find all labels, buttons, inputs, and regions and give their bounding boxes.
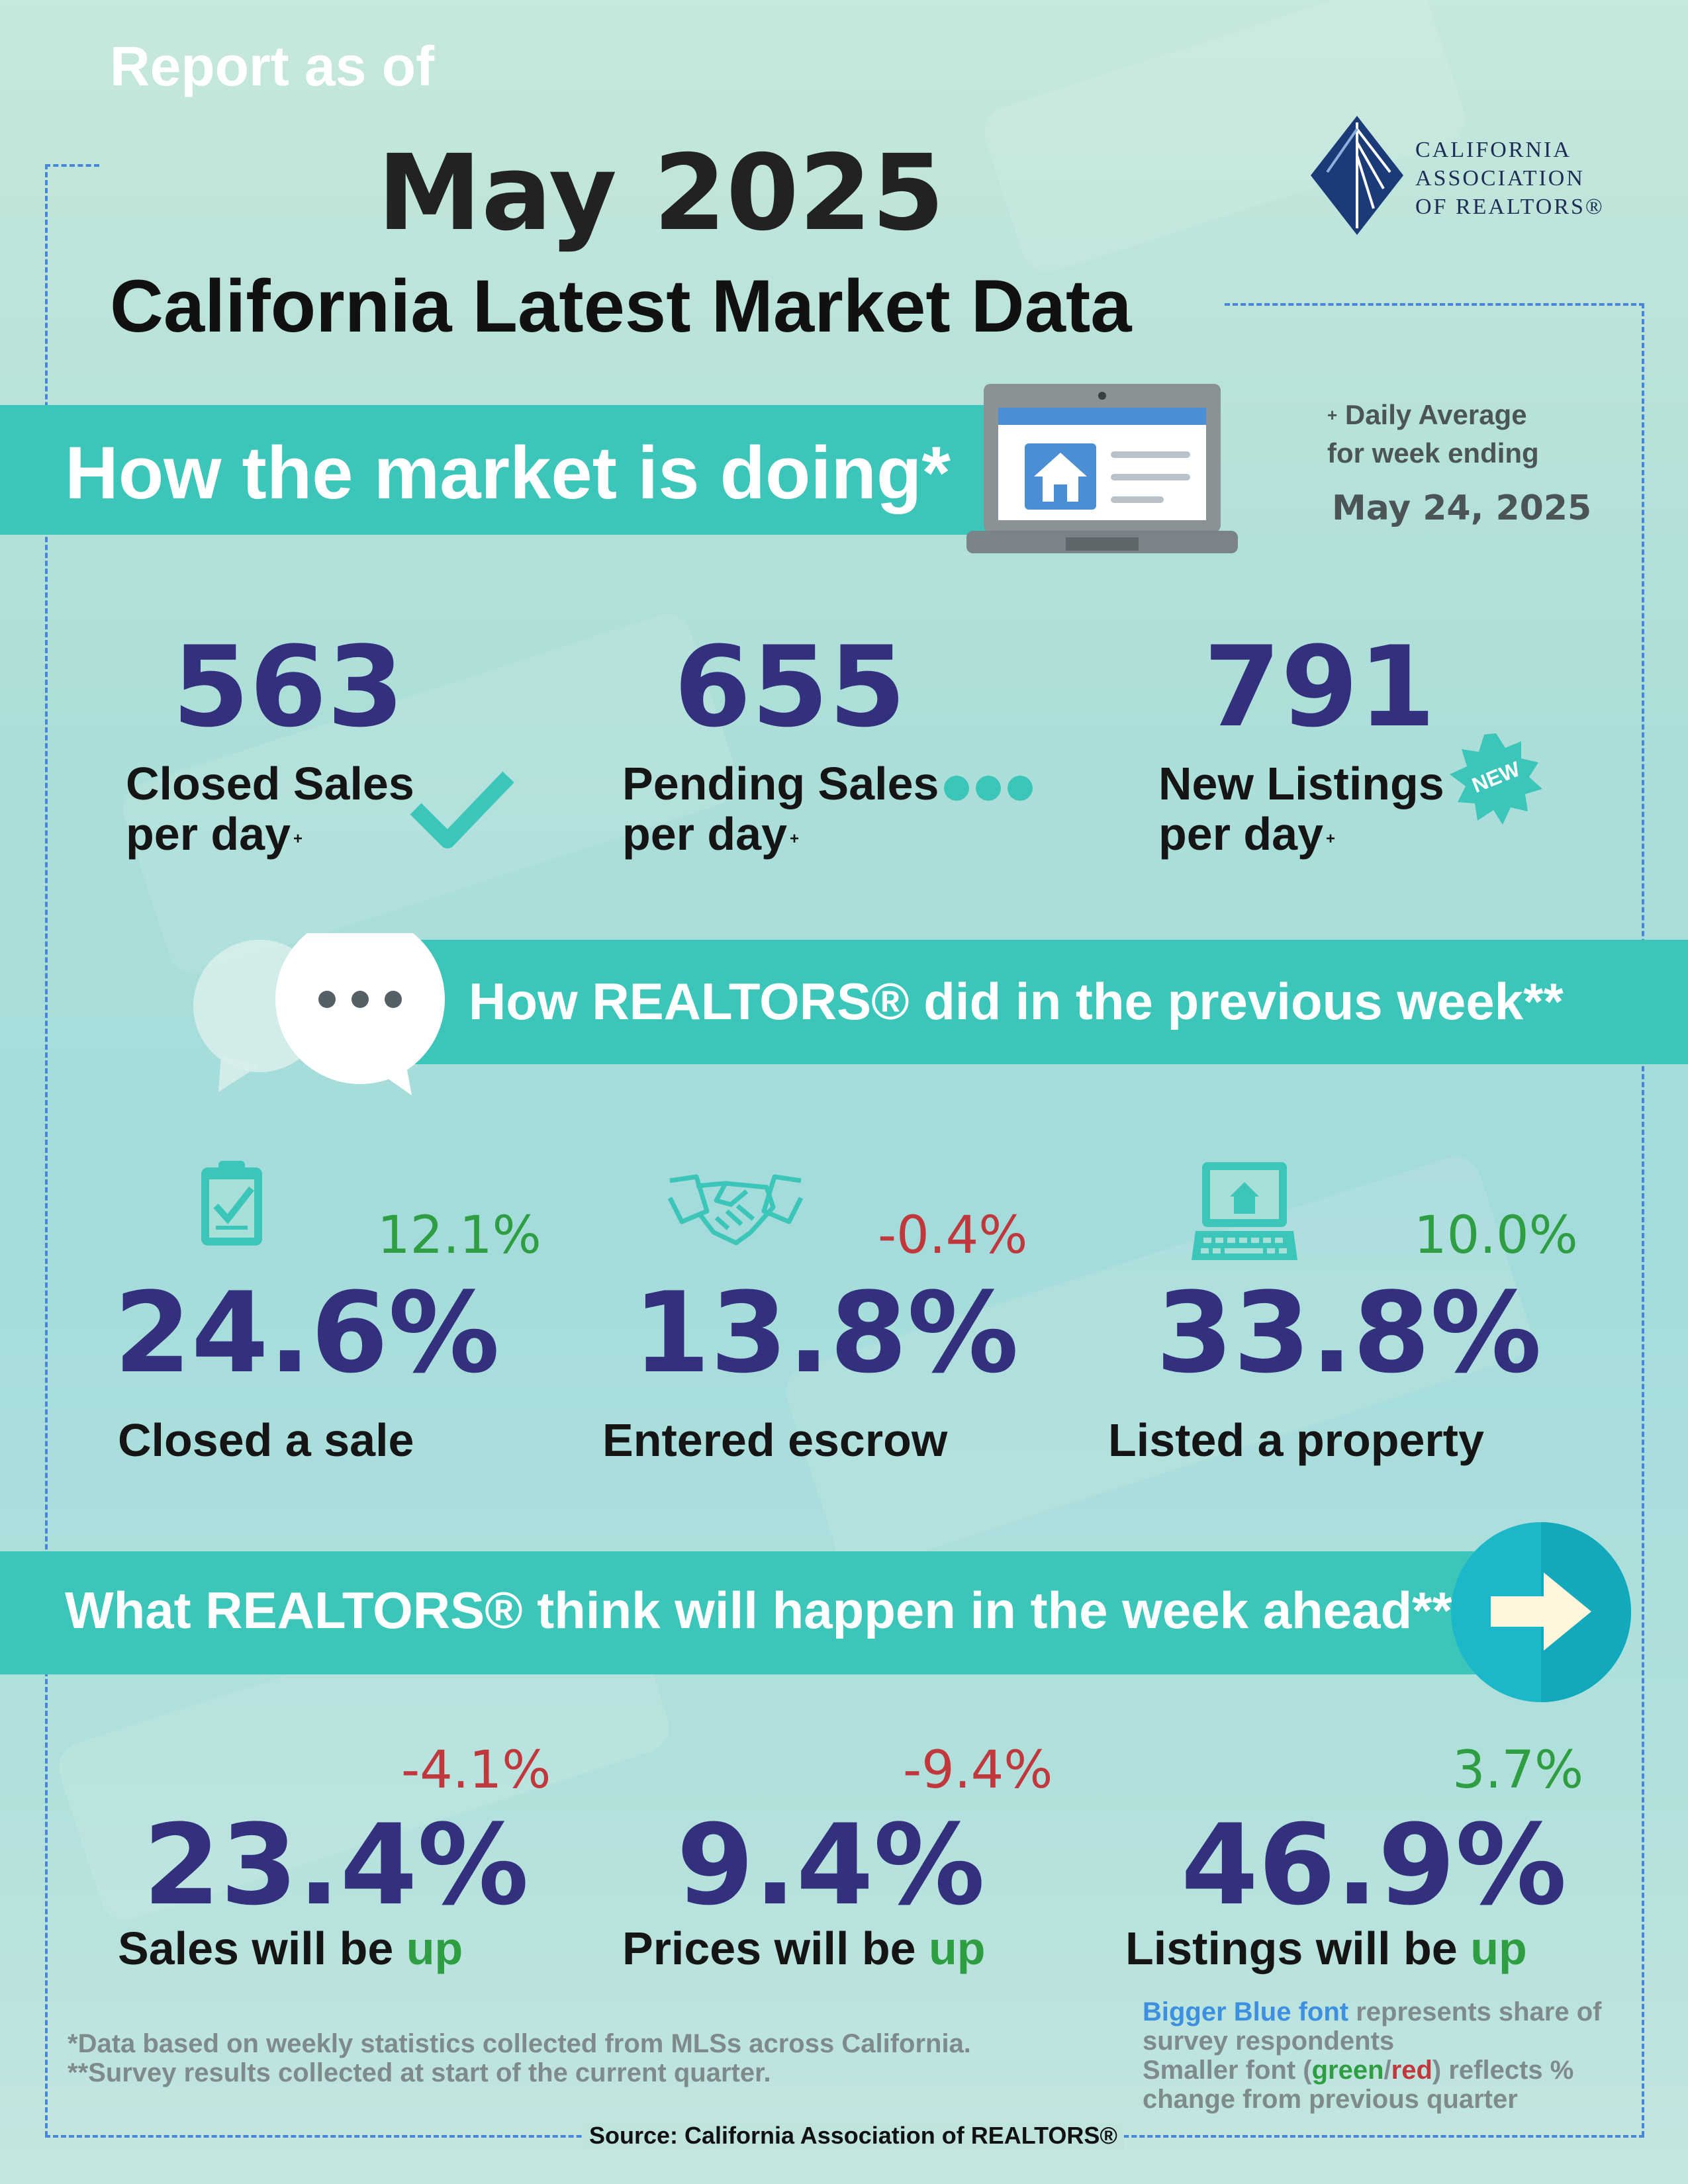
- footnote-1: *Data based on weekly statistics collect…: [68, 2029, 971, 2058]
- pending-sales-label: Pending Sales per day +: [622, 758, 939, 860]
- prices-up-change: -9.4%: [903, 1741, 1053, 1800]
- frame-border-top-left: [45, 164, 99, 167]
- prices-up-label: Prices will be up: [622, 1922, 986, 1975]
- listings-up-label-word: up: [1470, 1923, 1527, 1974]
- legend-green: green: [1311, 2056, 1384, 2085]
- listings-up-change: 3.7%: [1452, 1741, 1584, 1800]
- closed-sale-label: Closed a sale: [118, 1414, 414, 1466]
- report-month: May 2025: [377, 132, 945, 254]
- clipboard-icon: [199, 1160, 265, 1248]
- checkmark-icon: [409, 768, 515, 860]
- footnote-2: **Survey results collected at start of t…: [68, 2058, 771, 2087]
- logo-line-2: ASSOCIATION: [1415, 166, 1585, 191]
- listings-up-label-prefix: Listings will be: [1125, 1923, 1458, 1974]
- pending-sales-label-line1: Pending Sales: [622, 758, 939, 809]
- legend-line3-suffix: ) reflects %: [1432, 2056, 1574, 2085]
- closed-sale-value: 24.6%: [114, 1268, 500, 1398]
- daily-average-line1: Daily Average: [1344, 399, 1527, 430]
- legend-blue-phrase: Bigger Blue font: [1143, 1997, 1349, 2026]
- entered-escrow-label: Entered escrow: [602, 1414, 948, 1466]
- logo-text: CALIFORNIA ASSOCIATION OF REALTORS®: [1415, 136, 1605, 221]
- legend-red: red: [1391, 2056, 1432, 2085]
- legend-line2: survey respondents: [1143, 2026, 1395, 2056]
- logo-line-1: CALIFORNIA: [1415, 138, 1571, 162]
- sales-up-change: -4.1%: [401, 1741, 551, 1800]
- arrow-right-icon: [1451, 1522, 1631, 1702]
- laptop-house-icon: [966, 384, 1238, 557]
- frame-border-top-right: [1225, 303, 1644, 306]
- source-credit: Source: California Association of REALTO…: [583, 2122, 1124, 2150]
- report-as-of: Report as of: [110, 35, 435, 97]
- laptop-house-small-icon: [1192, 1162, 1297, 1261]
- legend-note: Bigger Blue font represents share of sur…: [1143, 1997, 1601, 2114]
- logo-line-3: OF REALTORS®: [1415, 195, 1605, 219]
- sales-up-value: 23.4%: [143, 1800, 529, 1930]
- page-title: California Latest Market Data: [110, 265, 1132, 347]
- closed-sale-change: 12.1%: [377, 1206, 541, 1265]
- prices-up-value: 9.4%: [677, 1800, 985, 1930]
- market-heading: How the market is doing*: [65, 432, 951, 514]
- footnotes: *Data based on weekly statistics collect…: [68, 2029, 971, 2087]
- listed-property-change: 10.0%: [1414, 1206, 1578, 1265]
- handshake-icon: [667, 1171, 804, 1250]
- listings-up-value: 46.9%: [1181, 1800, 1567, 1930]
- pending-sales-label-line2: per day: [622, 808, 787, 860]
- sales-up-label-prefix: Sales will be: [118, 1923, 394, 1974]
- frame-border-right: [1642, 303, 1644, 2136]
- new-listings-label-line1: New Listings: [1158, 758, 1444, 809]
- entered-escrow-value: 13.8%: [633, 1268, 1019, 1398]
- new-listings-value: 791: [1203, 622, 1436, 752]
- prices-up-label-prefix: Prices will be: [622, 1923, 916, 1974]
- new-listings-label-line2: per day: [1158, 808, 1323, 860]
- new-badge-icon: NEW: [1450, 733, 1542, 826]
- chat-bubbles-icon: [187, 915, 445, 1095]
- pending-sales-value: 655: [674, 622, 906, 752]
- listed-property-value: 33.8%: [1156, 1268, 1542, 1398]
- legend-slash: /: [1383, 2056, 1391, 2085]
- prices-up-label-word: up: [929, 1923, 986, 1974]
- legend-line4: change from previous quarter: [1143, 2085, 1518, 2114]
- listed-property-label: Listed a property: [1108, 1414, 1484, 1466]
- market-heading-band: [0, 405, 1000, 535]
- entered-escrow-change: -0.4%: [878, 1206, 1028, 1265]
- closed-sales-label-line2: per day: [126, 808, 291, 860]
- closed-sales-label-line1: Closed Sales: [126, 758, 414, 809]
- legend-blue-rest: represents share of: [1348, 1997, 1602, 2026]
- sales-up-label-word: up: [406, 1923, 463, 1974]
- legend-line3-prefix: Smaller font (: [1143, 2056, 1312, 2085]
- daily-average-line2: for week ending: [1327, 437, 1539, 469]
- previous-week-band: [404, 940, 1688, 1064]
- week-ahead-heading: What REALTORS® think will happen in the …: [65, 1581, 1452, 1639]
- closed-sales-label: Closed Sales per day +: [126, 758, 414, 860]
- new-listings-label: New Listings per day +: [1158, 758, 1444, 860]
- previous-week-heading: How REALTORS® did in the previous week**: [469, 972, 1564, 1030]
- car-logo-icon: [1311, 116, 1403, 235]
- week-ending-date: May 24, 2025: [1332, 488, 1592, 528]
- ellipsis-dots-icon: [944, 776, 1039, 804]
- sales-up-label: Sales will be up: [118, 1922, 463, 1975]
- week-ahead-band: [0, 1551, 1503, 1674]
- daily-average-note: + Daily Average for week ending: [1327, 396, 1539, 473]
- listings-up-label: Listings will be up: [1125, 1922, 1527, 1975]
- frame-border-left: [45, 164, 48, 2136]
- closed-sales-value: 563: [172, 622, 404, 752]
